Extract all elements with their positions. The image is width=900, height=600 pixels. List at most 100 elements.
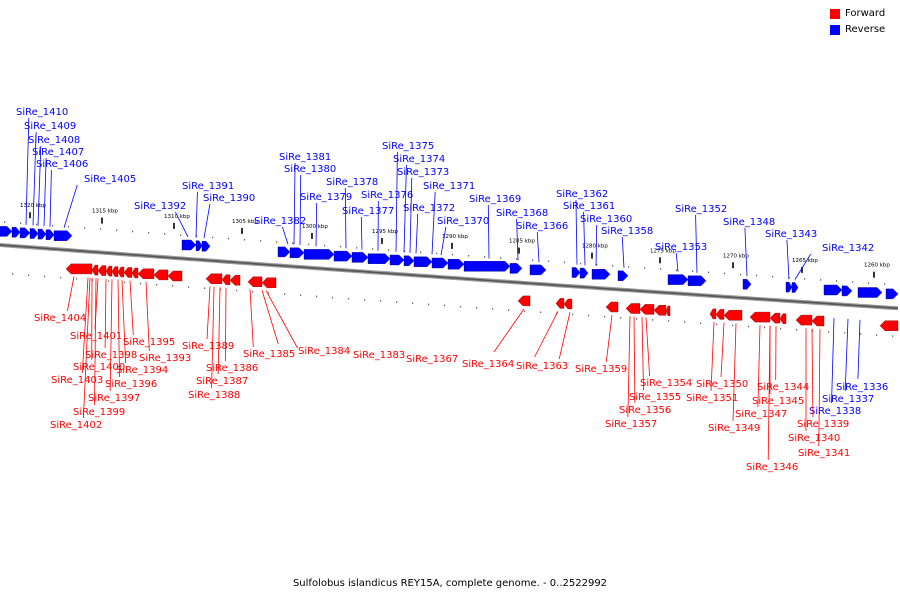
forward-gene-label: SiRe_1385 [243, 349, 295, 360]
reverse-gene-arrow [351, 252, 369, 263]
map-caption: Sulfolobus islandicus REY15A, complete g… [292, 578, 608, 589]
scale-tick-label: 1315 kbp [92, 209, 118, 215]
reverse-gene-arrow [447, 259, 465, 270]
reverse-gene-arrow [19, 227, 31, 239]
track-dot [532, 259, 534, 261]
scale-tick [101, 217, 103, 224]
track-dot [348, 297, 350, 300]
forward-leader-line [81, 277, 89, 374]
track-dot [380, 300, 382, 302]
forward-leader-line [493, 308, 525, 353]
reverse-gene-label: SiRe_1362 [556, 189, 608, 200]
reverse-gene-label: SiRe_1410 [16, 107, 68, 118]
track-dot [12, 273, 14, 275]
track-dot [236, 289, 238, 292]
forward-gene-arrow [639, 304, 655, 315]
track-dot [524, 310, 526, 312]
forward-leader-line [265, 290, 298, 349]
forward-gene-label: SiRe_1350 [696, 379, 748, 390]
reverse-leader-line [43, 157, 47, 227]
reverse-gene-label: SiRe_1353 [655, 242, 707, 253]
forward-leader-line [249, 289, 254, 348]
forward-gene-label: SiRe_1396 [105, 379, 157, 390]
scale-tick [311, 232, 313, 239]
track-dot [316, 295, 318, 298]
reverse-gene-label: SiRe_1405 [84, 174, 136, 185]
forward-leader-line [206, 286, 211, 340]
track-dot [500, 257, 502, 259]
forward-gene-label: SiRe_1364 [462, 359, 514, 370]
forward-gene-arrow [167, 270, 183, 282]
reverse-gene-label: SiRe_1381 [279, 152, 331, 163]
forward-leader-line [558, 312, 571, 360]
forward-gene-arrow [131, 267, 139, 279]
forward-leader-line [811, 328, 814, 418]
track-dot [884, 283, 886, 285]
scale-tick-label: 1290 kbp [442, 234, 468, 240]
track-dot [828, 331, 830, 333]
scale-tick [591, 252, 593, 259]
reverse-gene-label: SiRe_1407 [32, 147, 84, 158]
track-dot [652, 319, 654, 321]
track-dot [188, 286, 190, 288]
forward-gene-label: SiRe_1386 [206, 363, 258, 374]
forward-gene-label: SiRe_1387 [196, 376, 248, 387]
forward-gene-label: SiRe_1351 [686, 393, 738, 404]
reverse-gene-arrow [289, 247, 305, 258]
reverse-gene-arrow [571, 267, 581, 278]
reverse-gene-label: SiRe_1376 [361, 190, 413, 201]
track-dot [460, 305, 462, 308]
scale-tick-label: 1270 kbp [723, 253, 749, 259]
reverse-gene-arrow [742, 279, 752, 290]
track-dot [604, 315, 606, 318]
forward-leader-line [720, 322, 725, 378]
forward-gene-label: SiRe_1388 [188, 390, 240, 401]
forward-gene-arrow [555, 298, 565, 309]
reverse-leader-line [360, 216, 363, 250]
forward-gene-label: SiRe_1341 [798, 448, 850, 459]
reverse-gene-label: SiRe_1360 [580, 214, 632, 225]
reverse-leader-line [516, 218, 519, 261]
forward-leader-line [261, 290, 279, 345]
forward-gene-label: SiRe_1403 [51, 375, 103, 386]
track-dot [260, 240, 262, 242]
reverse-gene-label: SiRe_1336 [836, 382, 888, 393]
track-dot [204, 287, 206, 289]
reverse-gene-label: SiRe_1390 [203, 193, 255, 204]
reverse-leader-line [675, 252, 679, 272]
forward-leader-line [534, 311, 559, 358]
reverse-gene-arrow [857, 287, 883, 298]
reverse-leader-line [315, 202, 318, 247]
reverse-leader-line [831, 318, 835, 404]
track-dot [476, 307, 478, 309]
forward-gene-label: SiRe_1383 [353, 350, 405, 361]
forward-gene-label: SiRe_1356 [619, 405, 671, 416]
reverse-leader-line [744, 227, 748, 277]
forward-gene-arrow [105, 265, 113, 277]
track-dot [132, 230, 134, 233]
forward-leader-line [94, 278, 97, 406]
forward-gene-arrow [653, 305, 667, 316]
track-dot [220, 288, 222, 291]
track-dot [852, 281, 854, 283]
reverse-leader-line [203, 203, 211, 239]
forward-gene-arrow [261, 277, 277, 288]
forward-leader-line [129, 280, 134, 336]
track-dot [124, 281, 126, 284]
forward-gene-arrow [665, 305, 671, 317]
reverse-gene-arrow [509, 263, 523, 274]
reverse-leader-line [621, 236, 625, 268]
reverse-leader-line [487, 204, 490, 259]
forward-gene-arrow [605, 301, 619, 313]
reverse-gene-label: SiRe_1361 [563, 201, 615, 212]
reverse-gene-label: SiRe_1369 [469, 194, 521, 205]
track-dot [404, 250, 406, 252]
reverse-gene-arrow [333, 250, 353, 262]
reverse-leader-line [595, 224, 598, 266]
track-dot [812, 330, 814, 332]
forward-gene-label: SiRe_1367 [406, 354, 458, 365]
reverse-gene-label: SiRe_1377 [342, 206, 394, 217]
forward-leader-line [767, 325, 771, 461]
scale-tick-label: 1295 kbp [372, 229, 398, 235]
forward-gene-label: SiRe_1340 [788, 433, 840, 444]
